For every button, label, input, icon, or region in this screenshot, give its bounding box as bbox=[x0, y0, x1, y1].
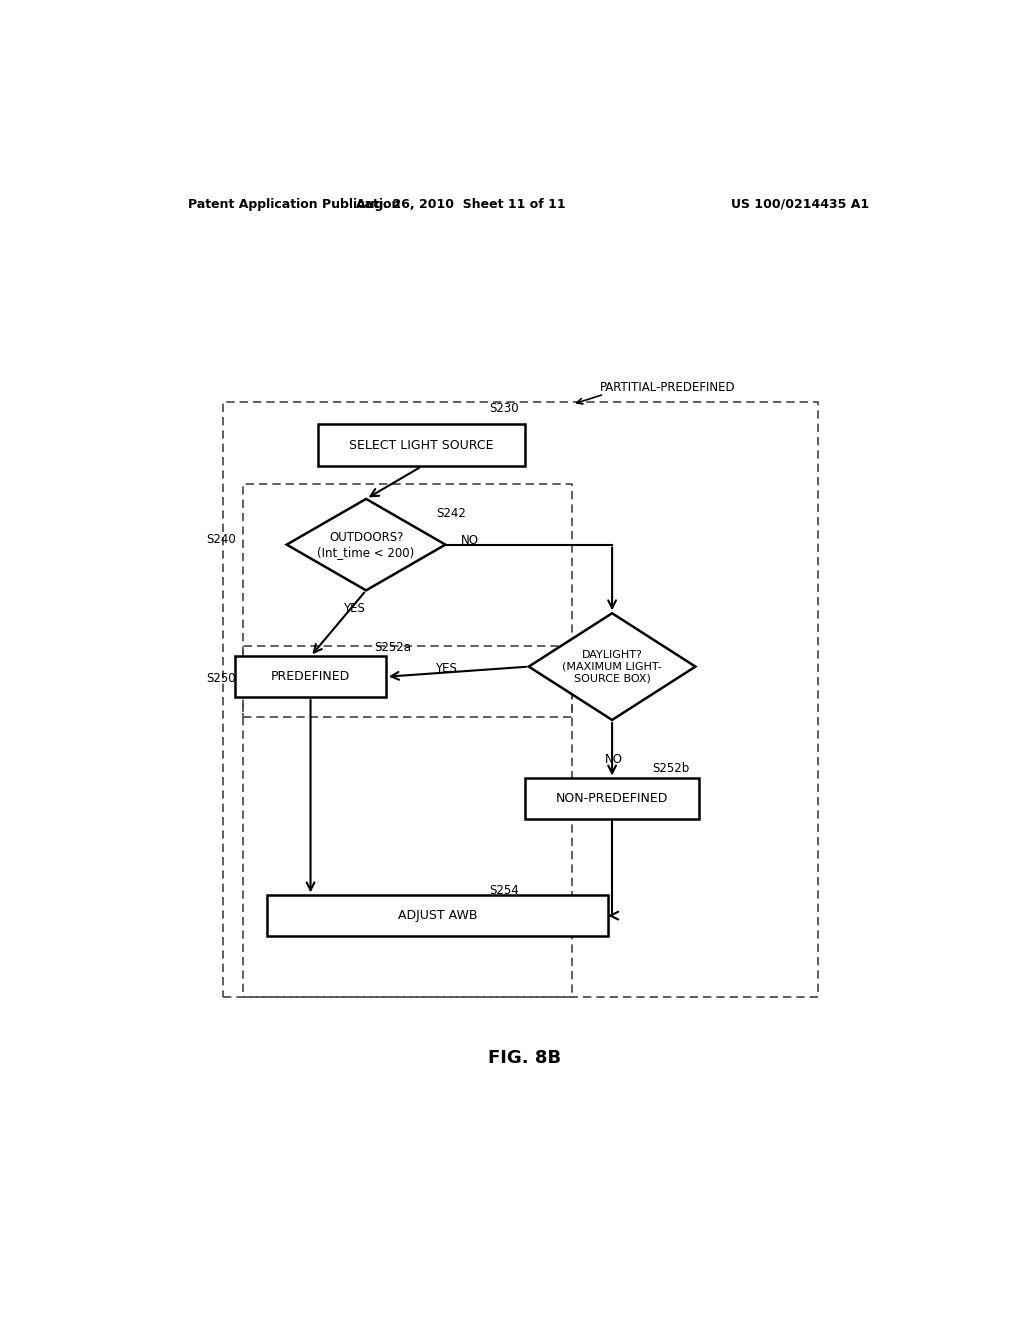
Text: S240: S240 bbox=[206, 533, 236, 546]
Text: Patent Application Publication: Patent Application Publication bbox=[187, 198, 400, 211]
Text: PREDEFINED: PREDEFINED bbox=[271, 671, 350, 684]
Text: YES: YES bbox=[435, 663, 458, 675]
Text: SELECT LIGHT SOURCE: SELECT LIGHT SOURCE bbox=[349, 438, 494, 451]
Text: S252b: S252b bbox=[652, 763, 689, 775]
Polygon shape bbox=[528, 614, 695, 719]
Text: S250: S250 bbox=[206, 672, 236, 685]
Bar bbox=[243, 647, 572, 997]
Text: US 100/0214435 A1: US 100/0214435 A1 bbox=[731, 198, 869, 211]
Text: PARTITIAL-PREDEFINED: PARTITIAL-PREDEFINED bbox=[600, 380, 736, 393]
Text: FIG. 8B: FIG. 8B bbox=[488, 1049, 561, 1067]
Text: ADJUST AWB: ADJUST AWB bbox=[397, 909, 477, 923]
Text: YES: YES bbox=[343, 602, 366, 615]
Text: NO: NO bbox=[605, 752, 623, 766]
Text: S254: S254 bbox=[489, 884, 519, 898]
Text: NO: NO bbox=[461, 535, 479, 546]
Bar bbox=[267, 895, 608, 936]
Bar bbox=[236, 656, 386, 697]
Text: NON-PREDEFINED: NON-PREDEFINED bbox=[556, 792, 669, 805]
Text: Aug. 26, 2010  Sheet 11 of 11: Aug. 26, 2010 Sheet 11 of 11 bbox=[356, 198, 566, 211]
Bar bbox=[243, 483, 572, 718]
Text: DAYLIGHT?
(MAXIMUM LIGHT-
SOURCE BOX): DAYLIGHT? (MAXIMUM LIGHT- SOURCE BOX) bbox=[562, 649, 662, 684]
Text: OUTDOORS?
(Int_time < 200): OUTDOORS? (Int_time < 200) bbox=[317, 531, 415, 558]
Text: S252a: S252a bbox=[374, 642, 411, 655]
Bar bbox=[223, 403, 818, 997]
Polygon shape bbox=[287, 499, 445, 590]
Bar bbox=[524, 779, 699, 818]
Text: S230: S230 bbox=[489, 401, 519, 414]
Bar bbox=[318, 424, 524, 466]
Text: S242: S242 bbox=[436, 507, 466, 520]
